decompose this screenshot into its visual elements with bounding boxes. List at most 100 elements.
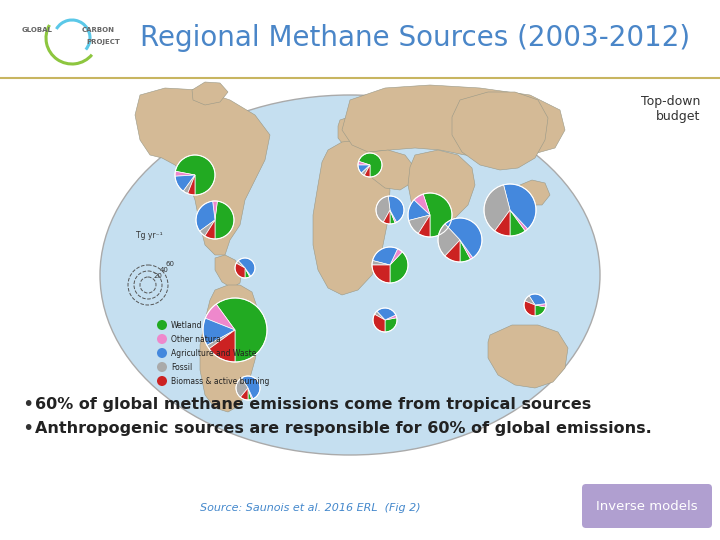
Wedge shape xyxy=(390,210,397,223)
Wedge shape xyxy=(372,247,397,265)
Text: CARBON: CARBON xyxy=(82,27,115,33)
Wedge shape xyxy=(248,388,253,400)
Wedge shape xyxy=(423,193,452,237)
Wedge shape xyxy=(510,210,526,236)
Wedge shape xyxy=(408,200,430,220)
Wedge shape xyxy=(510,210,528,231)
Polygon shape xyxy=(452,92,548,170)
Text: 60: 60 xyxy=(166,261,175,267)
Wedge shape xyxy=(374,311,385,320)
Polygon shape xyxy=(408,150,475,225)
Text: Other natura: Other natura xyxy=(171,334,221,343)
Wedge shape xyxy=(196,201,215,231)
Wedge shape xyxy=(358,165,370,173)
Polygon shape xyxy=(488,325,568,388)
Wedge shape xyxy=(535,303,546,307)
Text: 40: 40 xyxy=(160,267,169,273)
Circle shape xyxy=(157,348,167,358)
Wedge shape xyxy=(372,265,390,283)
Wedge shape xyxy=(385,315,397,320)
Wedge shape xyxy=(524,301,535,316)
Wedge shape xyxy=(525,296,535,305)
Polygon shape xyxy=(518,180,550,205)
Wedge shape xyxy=(199,220,215,236)
Wedge shape xyxy=(236,378,248,397)
Wedge shape xyxy=(215,201,234,239)
Text: Anthropogenic sources are responsible for 60% of global emissions.: Anthropogenic sources are responsible fo… xyxy=(35,421,652,435)
Polygon shape xyxy=(313,140,390,295)
Text: GLOBAL: GLOBAL xyxy=(22,27,53,33)
Wedge shape xyxy=(484,185,510,231)
Wedge shape xyxy=(445,240,460,262)
Polygon shape xyxy=(215,255,242,288)
Wedge shape xyxy=(438,224,460,256)
Polygon shape xyxy=(135,88,270,255)
Wedge shape xyxy=(358,161,370,165)
Wedge shape xyxy=(184,175,195,194)
Polygon shape xyxy=(366,150,415,190)
Wedge shape xyxy=(414,194,430,215)
Wedge shape xyxy=(409,215,430,234)
Wedge shape xyxy=(238,258,255,276)
Wedge shape xyxy=(205,304,235,330)
Wedge shape xyxy=(390,252,408,283)
Wedge shape xyxy=(216,298,267,362)
Text: Fossil: Fossil xyxy=(171,362,192,372)
Wedge shape xyxy=(445,218,482,258)
Polygon shape xyxy=(338,115,382,152)
Wedge shape xyxy=(248,388,252,400)
Text: Source: Saunois et al. 2016 ERL  (Fig 2): Source: Saunois et al. 2016 ERL (Fig 2) xyxy=(199,503,420,513)
Wedge shape xyxy=(203,318,235,346)
Wedge shape xyxy=(176,155,215,195)
Wedge shape xyxy=(390,210,395,224)
Wedge shape xyxy=(372,260,390,265)
Text: Regional Methane Sources (2003-2012): Regional Methane Sources (2003-2012) xyxy=(140,24,690,52)
Wedge shape xyxy=(383,210,390,224)
Ellipse shape xyxy=(100,95,600,455)
Text: Agriculture and Waste: Agriculture and Waste xyxy=(171,348,256,357)
Wedge shape xyxy=(388,196,404,222)
Text: 20: 20 xyxy=(154,273,163,279)
Circle shape xyxy=(157,320,167,330)
Wedge shape xyxy=(376,196,390,222)
Circle shape xyxy=(157,376,167,386)
Wedge shape xyxy=(235,263,245,278)
Wedge shape xyxy=(385,318,397,332)
Wedge shape xyxy=(240,388,248,400)
Text: 60% of global methane emissions come from tropical sources: 60% of global methane emissions come fro… xyxy=(35,397,591,413)
Wedge shape xyxy=(359,153,382,177)
Wedge shape xyxy=(377,308,396,320)
Wedge shape xyxy=(460,240,473,259)
Wedge shape xyxy=(529,294,546,305)
Text: PROJECT: PROJECT xyxy=(86,39,120,45)
Wedge shape xyxy=(460,240,471,262)
Wedge shape xyxy=(207,330,235,349)
Circle shape xyxy=(157,334,167,344)
Wedge shape xyxy=(175,171,195,176)
Wedge shape xyxy=(535,305,546,316)
Wedge shape xyxy=(495,210,510,236)
Text: •: • xyxy=(22,418,33,437)
Wedge shape xyxy=(418,215,430,237)
Wedge shape xyxy=(364,165,370,177)
Wedge shape xyxy=(242,376,260,399)
Polygon shape xyxy=(192,82,228,105)
Text: Biomass & active burning: Biomass & active burning xyxy=(171,376,269,386)
Polygon shape xyxy=(200,285,260,412)
Circle shape xyxy=(157,362,167,372)
Wedge shape xyxy=(361,165,370,176)
Wedge shape xyxy=(236,261,245,268)
Text: Tg yr⁻¹: Tg yr⁻¹ xyxy=(136,231,163,240)
Wedge shape xyxy=(245,268,250,278)
FancyBboxPatch shape xyxy=(582,484,712,528)
Wedge shape xyxy=(373,314,385,332)
Wedge shape xyxy=(245,268,251,277)
Wedge shape xyxy=(175,175,195,191)
Wedge shape xyxy=(204,220,215,239)
Polygon shape xyxy=(342,85,565,158)
Text: Top-down
budget: Top-down budget xyxy=(641,95,700,123)
Text: Wetland: Wetland xyxy=(171,321,202,329)
Wedge shape xyxy=(212,201,217,220)
Wedge shape xyxy=(209,330,235,362)
Text: Inverse models: Inverse models xyxy=(596,500,698,512)
